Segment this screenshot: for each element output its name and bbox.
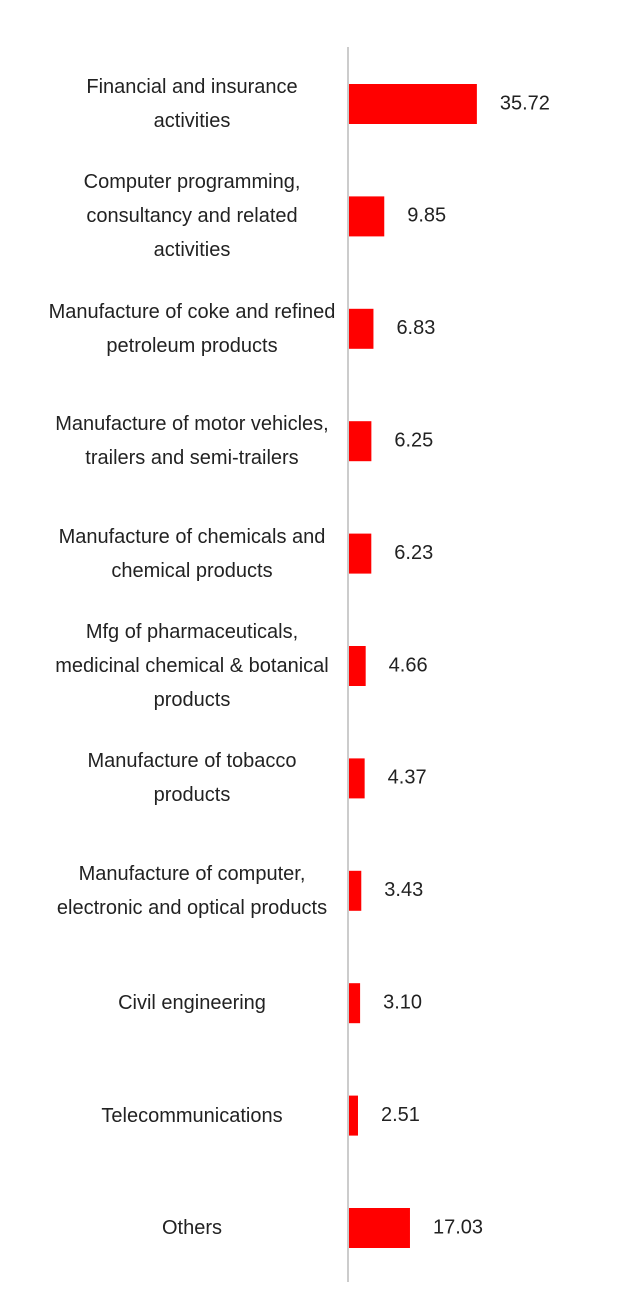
bar (349, 983, 361, 1024)
bar (349, 1208, 410, 1248)
category-label: Manufacture of motor vehicles, trailers … (55, 413, 329, 470)
value-label: 6.83 (396, 317, 435, 339)
category-label: Computer programming, consultancy and re… (83, 171, 301, 262)
bar (349, 870, 362, 911)
bar (349, 1095, 358, 1136)
value-label: 35.72 (500, 92, 550, 114)
value-label: 6.25 (394, 429, 433, 451)
bar (349, 308, 374, 349)
category-label: Civil engineering (118, 992, 266, 1015)
category-label: Others (161, 1217, 223, 1239)
bar (349, 646, 366, 686)
value-label: 4.66 (389, 654, 428, 676)
bar (349, 196, 385, 237)
value-label: 9.85 (407, 205, 446, 227)
value-label: 4.37 (388, 767, 427, 789)
bar (349, 421, 372, 462)
category-label: Mfg of pharmaceuticals, medicinal chemic… (55, 621, 329, 711)
bar (349, 84, 477, 124)
bar (349, 533, 372, 574)
value-label: 3.43 (384, 879, 423, 901)
category-label: Financial and insurance activities (86, 76, 298, 132)
bar (349, 758, 365, 799)
value-label: 6.23 (394, 542, 433, 564)
category-label: Manufacture of coke and refined petroleu… (48, 300, 336, 357)
value-label: 17.03 (433, 1216, 483, 1238)
value-label: 2.51 (381, 1104, 420, 1126)
category-label: Manufacture of computer, electronic and … (56, 862, 328, 919)
category-label: Manufacture of chemicals and chemical pr… (58, 525, 326, 582)
category-label: Manufacture of tobacco products (87, 750, 297, 807)
value-label: 3.10 (383, 991, 422, 1013)
category-label: Telecommunications (101, 1104, 283, 1127)
